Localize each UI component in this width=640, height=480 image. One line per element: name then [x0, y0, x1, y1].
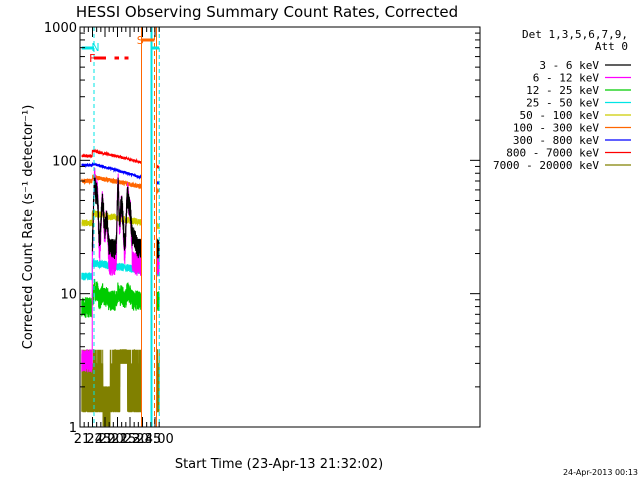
legend-label: 12 - 25 keV — [526, 84, 599, 97]
night-flag-label: N — [91, 41, 99, 54]
series-25-50-kev — [81, 259, 160, 281]
series-line — [81, 208, 142, 227]
series-line — [81, 167, 142, 373]
x-tick-label: 21:45 — [74, 432, 111, 447]
legend-header: Att 0 — [595, 40, 628, 53]
flag-layer: FN S — [81, 27, 160, 427]
series-12-25-kev — [81, 278, 160, 318]
series-line — [91, 176, 142, 260]
legend-label: 100 - 300 keV — [513, 122, 599, 135]
series-800-7000-kev — [81, 148, 160, 169]
saa-flag-label: S — [137, 34, 144, 47]
series-line — [81, 349, 142, 427]
y-tick-label: 100 — [52, 154, 77, 169]
y-axis-label: Corrected Count Rate (s⁻¹ detector⁻¹) — [21, 105, 36, 350]
legend-label: 7000 - 20000 keV — [493, 159, 599, 172]
y-tick-label: 1000 — [44, 21, 77, 36]
x-tick-label: 22:00 — [86, 432, 123, 447]
legend-label: 800 - 7000 keV — [506, 147, 599, 160]
series-line — [81, 173, 142, 190]
series-layer — [81, 148, 160, 427]
chart-title: HESSI Observing Summary Count Rates, Cor… — [76, 3, 458, 21]
x-tick-label: 22:45 — [124, 432, 161, 447]
y-tick-label: 10 — [60, 288, 77, 303]
y-tick-label: 1 — [69, 421, 77, 436]
x-tick-label: 23:00 — [136, 432, 173, 447]
series-line — [81, 148, 142, 164]
legend-label: 3 - 6 keV — [539, 59, 599, 72]
legend-label: 25 - 50 keV — [526, 97, 599, 110]
plot-frame — [79, 26, 481, 428]
footer-date: 24-Apr-2013 00:13 — [563, 468, 638, 477]
legend-label: 300 - 800 keV — [513, 134, 599, 147]
x-tick-label: 22:30 — [111, 432, 148, 447]
series-line — [81, 162, 142, 180]
legend-header: Det 1,3,5,6,7,9, — [522, 28, 628, 41]
legend-label: 6 - 12 keV — [533, 72, 600, 85]
x-tick-label: 22:15 — [99, 432, 136, 447]
series-line — [81, 278, 142, 318]
flare-flag-label: F — [89, 52, 95, 65]
series-7000-20000-kev — [81, 349, 160, 427]
legend-label: 50 - 100 keV — [520, 109, 600, 122]
x-axis-label: Start Time (23-Apr-13 21:32:02) — [175, 457, 383, 472]
